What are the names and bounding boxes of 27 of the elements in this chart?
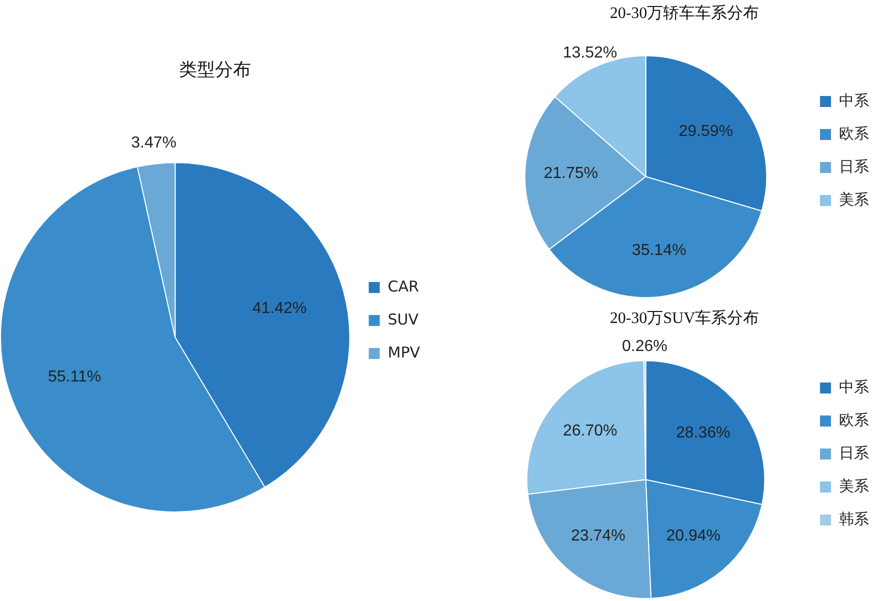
legend-label: 欧系 bbox=[839, 410, 869, 429]
data-label: 3.47% bbox=[131, 134, 177, 152]
legend-label: MPV bbox=[388, 343, 421, 362]
data-label: 41.42% bbox=[252, 300, 307, 317]
chart-title: 20-30万SUV车系分布 bbox=[610, 308, 760, 327]
data-label: 28.36% bbox=[676, 424, 730, 442]
data-label: 0.26% bbox=[622, 338, 668, 355]
legend-label: 日系 bbox=[839, 157, 869, 176]
legend-label: 美系 bbox=[839, 190, 869, 208]
legend-label: 中系 bbox=[839, 91, 869, 110]
chart-title: 20-30万轿车车系分布 bbox=[610, 4, 760, 22]
legend-label: 欧系 bbox=[839, 124, 869, 142]
data-label: 55.11% bbox=[48, 368, 102, 386]
legend-label: 中系 bbox=[839, 378, 869, 396]
data-label: 13.52% bbox=[562, 44, 618, 62]
chart-title: 类型分布 bbox=[179, 60, 251, 80]
data-label: 21.75% bbox=[544, 165, 598, 182]
legend-label: 韩系 bbox=[839, 510, 869, 528]
data-label: 23.74% bbox=[571, 527, 626, 544]
data-label: 20.94% bbox=[666, 527, 720, 544]
data-label: 35.14% bbox=[632, 242, 686, 259]
legend-label: SUV bbox=[388, 310, 420, 328]
data-label: 29.59% bbox=[678, 123, 733, 140]
legend-label: CAR bbox=[388, 277, 419, 296]
legend-label: 美系 bbox=[839, 476, 869, 495]
legend-label: 日系 bbox=[839, 444, 869, 462]
data-label: 26.70% bbox=[562, 422, 618, 440]
